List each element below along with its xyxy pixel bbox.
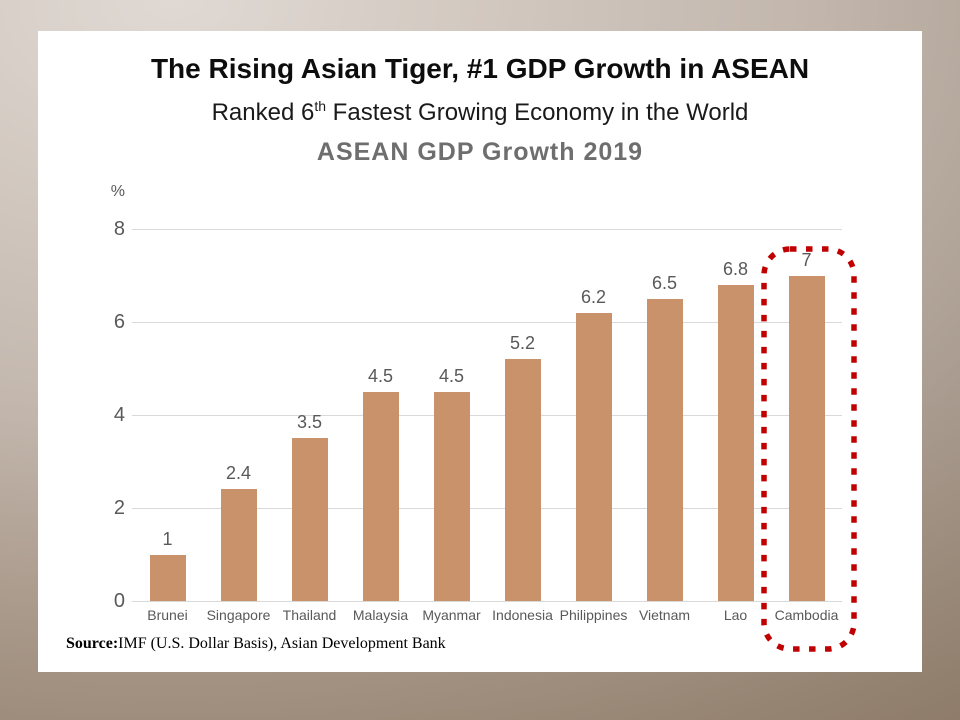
bar-value-cambodia: 7 bbox=[801, 249, 812, 270]
bar-vietnam bbox=[646, 298, 683, 601]
bar-thailand bbox=[291, 438, 328, 601]
bar-myanmar bbox=[433, 391, 470, 601]
y-tick-label-0: 0 bbox=[113, 590, 125, 612]
bar-cambodia bbox=[788, 275, 825, 601]
x-label-malaysia: Malaysia bbox=[352, 607, 409, 623]
dotted-highlight-rect bbox=[761, 246, 857, 652]
y-tick-label-4: 4 bbox=[113, 404, 125, 426]
x-label-cambodia: Cambodia bbox=[774, 607, 839, 623]
gridline-8 bbox=[132, 229, 842, 230]
y-tick-label-2: 2 bbox=[113, 497, 125, 519]
subtitle-superscript: th bbox=[314, 98, 327, 114]
bar-malaysia bbox=[362, 391, 399, 601]
bar-value-indonesia: 5.2 bbox=[509, 333, 536, 354]
bar-value-vietnam: 6.5 bbox=[651, 272, 678, 293]
bar-singapore bbox=[220, 489, 257, 601]
bar-value-singapore: 2.4 bbox=[225, 463, 252, 484]
y-tick-label-6: 6 bbox=[113, 311, 125, 333]
y-tick-label-8: 8 bbox=[113, 218, 125, 240]
bar-value-myanmar: 4.5 bbox=[438, 365, 465, 386]
x-label-indonesia: Indonesia bbox=[492, 607, 553, 623]
slide-title: The Rising Asian Tiger, #1 GDP Growth in… bbox=[150, 53, 810, 84]
y-axis-unit-label: % bbox=[110, 183, 125, 200]
bar-value-lao: 6.8 bbox=[722, 258, 749, 279]
x-label-thailand: Thailand bbox=[282, 607, 337, 623]
gridline-4 bbox=[132, 415, 842, 416]
source-note: Source:IMF (U.S. Dollar Basis), Asian De… bbox=[66, 635, 446, 653]
bar-value-thailand: 3.5 bbox=[296, 412, 323, 433]
bar-value-brunei: 1 bbox=[162, 528, 173, 549]
source-text: IMF (U.S. Dollar Basis), Asian Developme… bbox=[118, 635, 446, 652]
bar-value-philippines: 6.2 bbox=[580, 286, 607, 307]
gridline-0 bbox=[132, 601, 842, 602]
slide-subtitle: Ranked 6th Fastest Growing Economy in th… bbox=[38, 98, 922, 127]
bar-philippines bbox=[575, 312, 612, 601]
x-label-singapore: Singapore bbox=[206, 607, 271, 623]
bar-indonesia bbox=[504, 359, 541, 601]
bar-lao bbox=[717, 284, 754, 601]
x-label-myanmar: Myanmar bbox=[422, 607, 481, 623]
chart-title: ASEAN GDP Growth 2019 bbox=[316, 138, 644, 166]
subtitle-text: Ranked 6 bbox=[211, 99, 315, 126]
source-label: Source: bbox=[66, 635, 119, 652]
x-label-vietnam: Vietnam bbox=[638, 607, 691, 623]
highlight-box-cambodia bbox=[761, 246, 857, 652]
gridline-6 bbox=[132, 322, 842, 323]
gridline-2 bbox=[132, 508, 842, 509]
bar-brunei bbox=[149, 554, 186, 601]
bar-value-malaysia: 4.5 bbox=[367, 365, 394, 386]
x-label-lao: Lao bbox=[723, 607, 748, 623]
x-label-brunei: Brunei bbox=[147, 607, 188, 623]
presentation-slide: The Rising Asian Tiger, #1 GDP Growth in… bbox=[38, 31, 922, 672]
x-label-philippines: Philippines bbox=[559, 607, 628, 623]
subtitle-text-rest: Fastest Growing Economy in the World bbox=[326, 99, 749, 126]
